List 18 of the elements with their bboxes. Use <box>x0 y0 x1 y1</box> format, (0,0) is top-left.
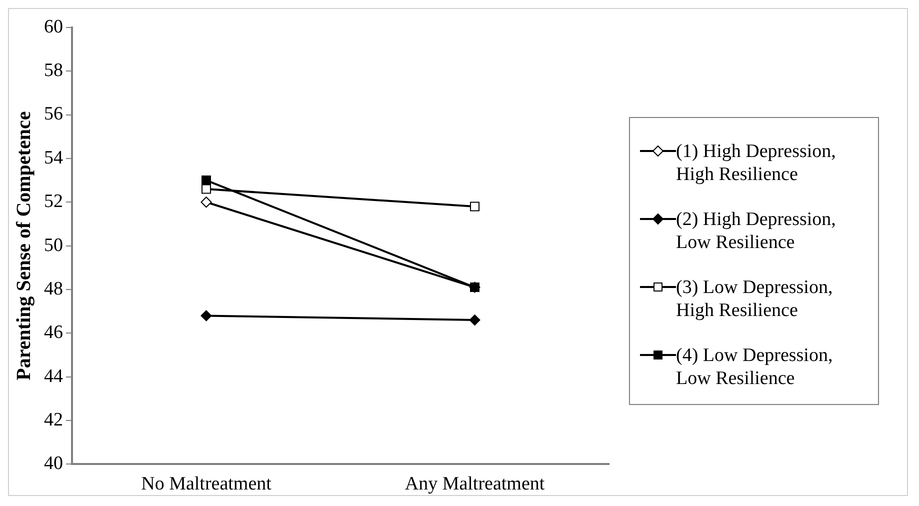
y-tick-label: 46 <box>44 322 63 344</box>
x-tick-label: Any Maltreatment <box>404 474 546 495</box>
legend-label: (2) High Depression, Low Resilience <box>676 208 837 254</box>
x-tick-label: No Maltreatment <box>141 474 272 495</box>
legend-label: (4) Low Depression, Low Resilience <box>676 344 834 390</box>
y-tick-label: 56 <box>44 104 63 125</box>
y-tick-label: 40 <box>44 453 63 474</box>
y-tick-label: 54 <box>44 147 64 168</box>
y-tick-label: 42 <box>44 410 63 431</box>
y-tick-label: 58 <box>44 60 63 82</box>
y-tick-label: 48 <box>44 278 63 300</box>
y-tick-label: 44 <box>44 366 64 387</box>
legend-label: (3) Low Depression, High Resilience <box>676 276 834 322</box>
y-axis-title: Parenting Sense of Competence <box>13 111 36 380</box>
y-tick-label: 50 <box>44 234 63 256</box>
legend-label: (1) High Depression, High Resilience <box>676 140 837 186</box>
y-tick-label: 60 <box>44 16 63 38</box>
y-tick-label: 52 <box>44 191 63 212</box>
